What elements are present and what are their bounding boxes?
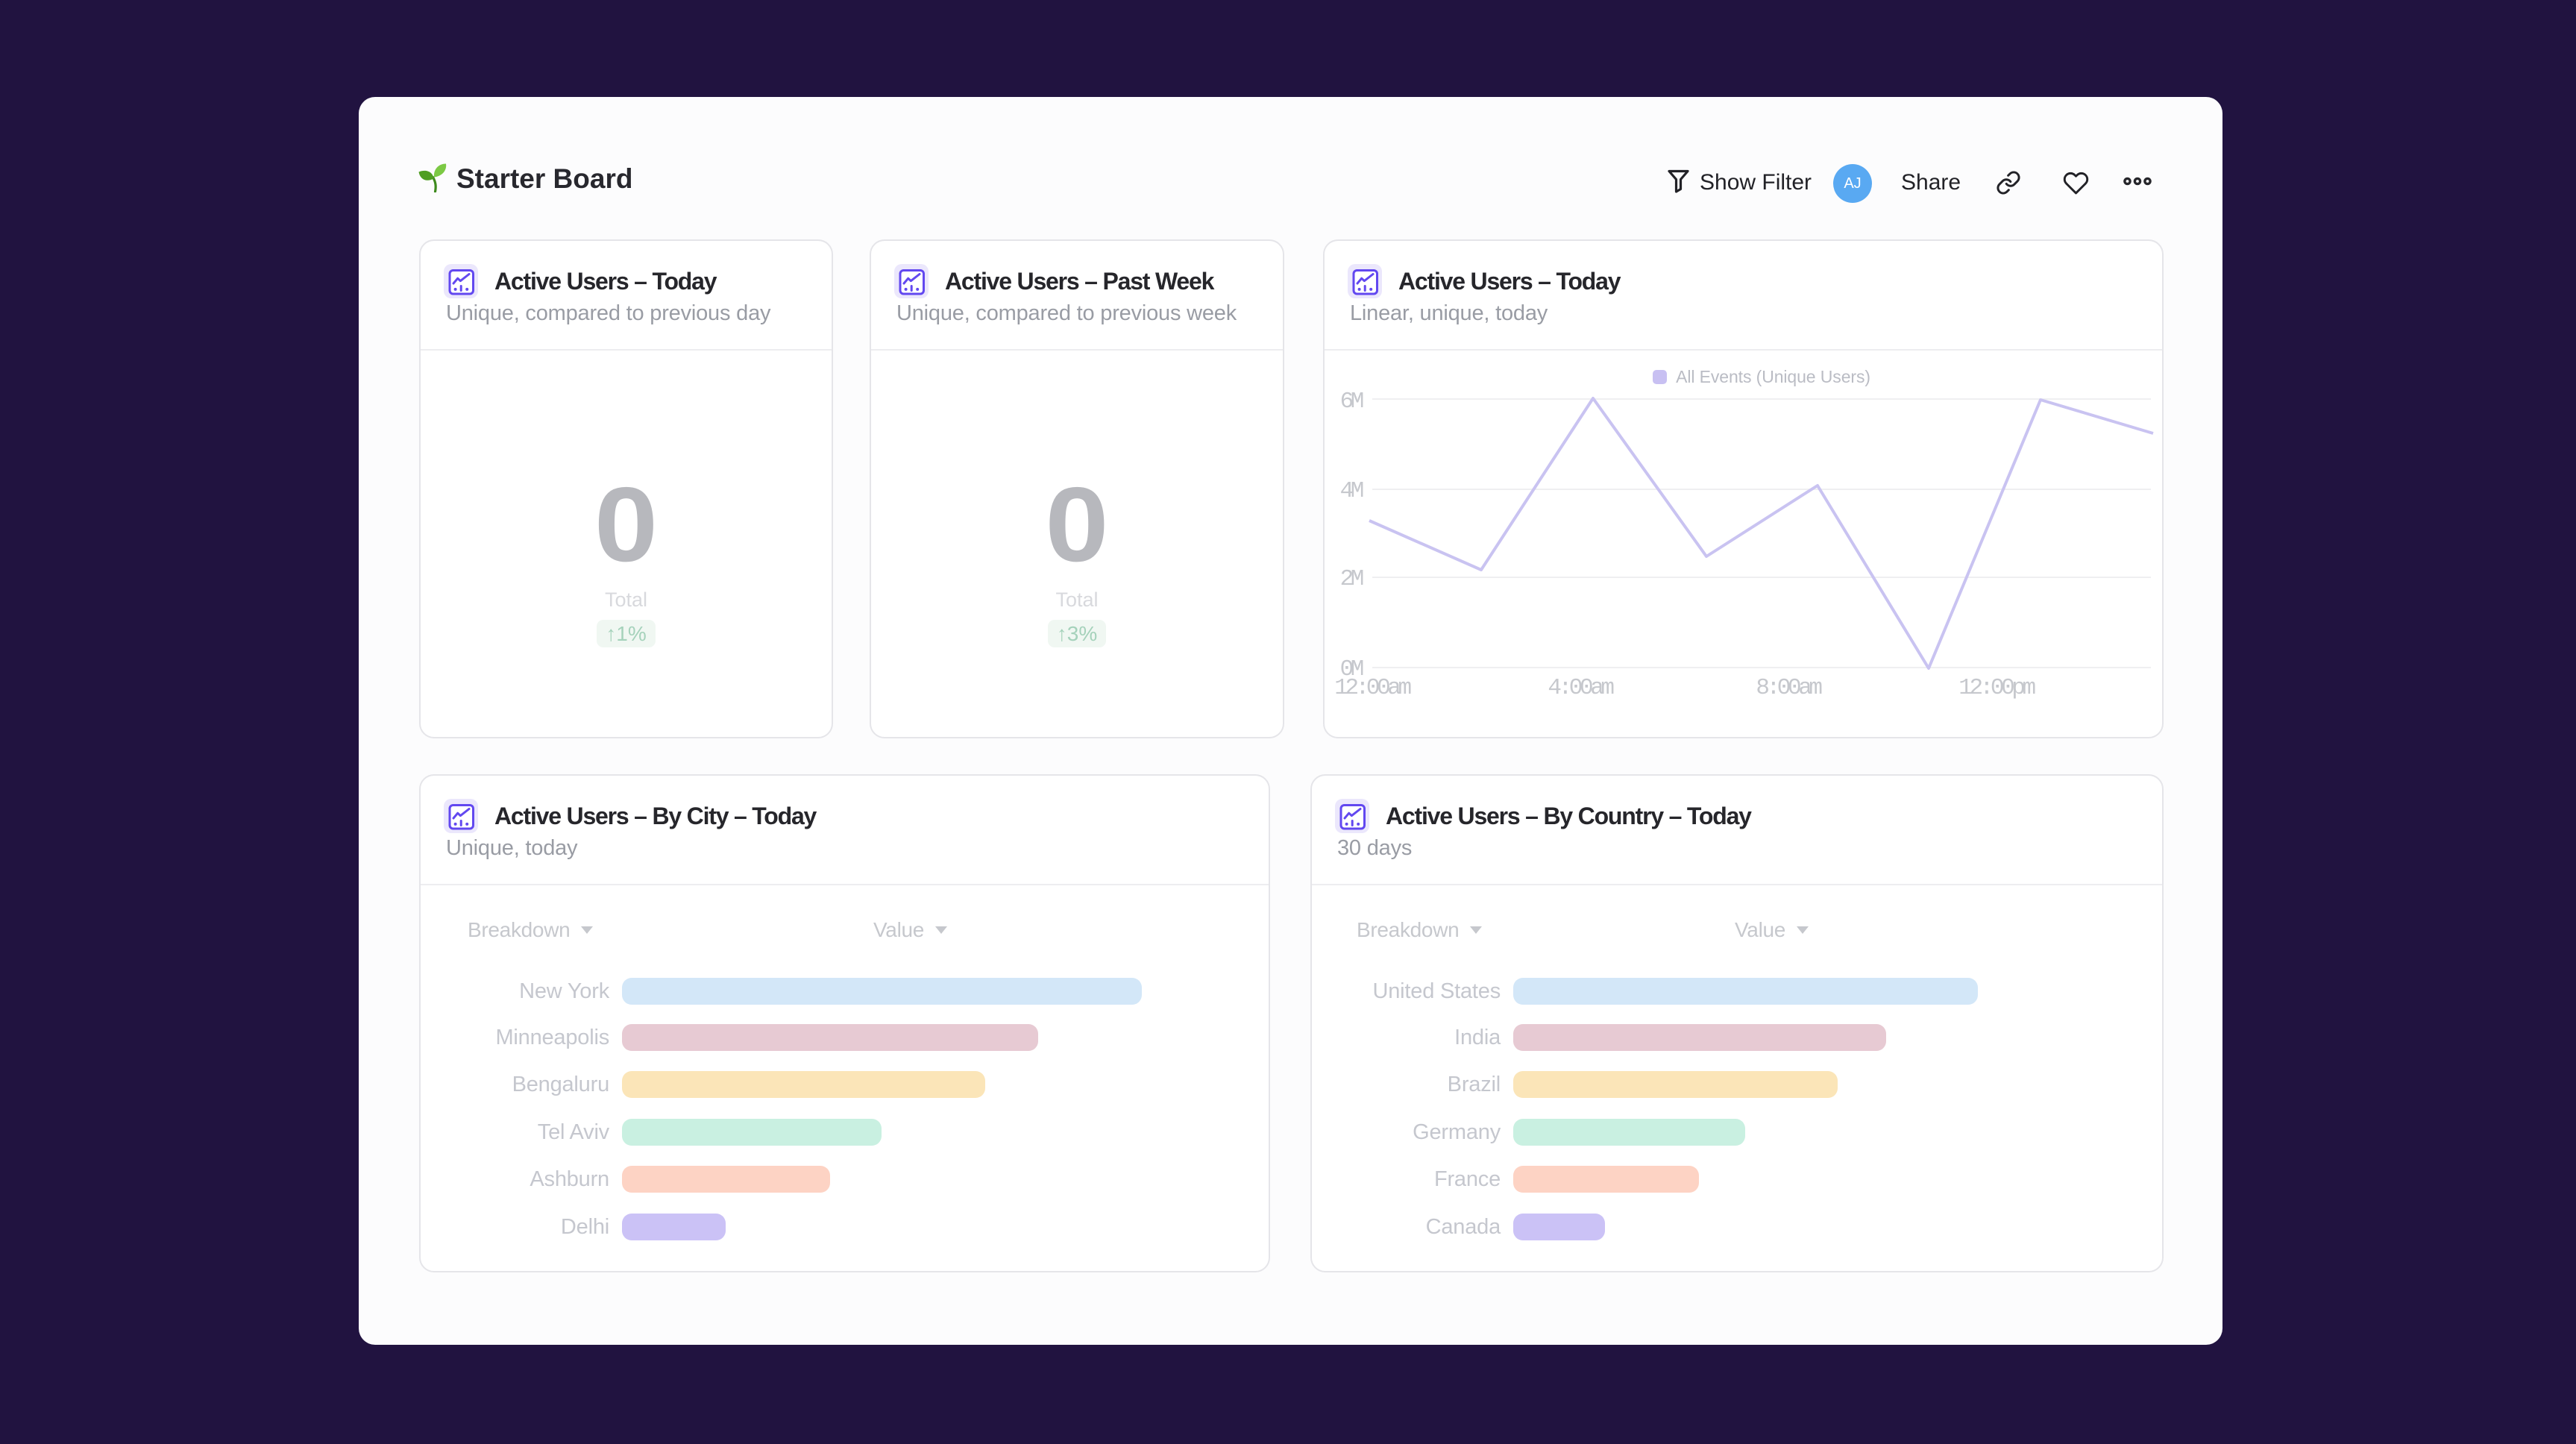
svg-text:4:00am: 4:00am — [1548, 675, 1614, 701]
svg-text:12:00pm: 12:00pm — [1958, 675, 2035, 701]
svg-text:6M: 6M — [1340, 389, 1363, 415]
svg-text:12:00am: 12:00am — [1334, 675, 1411, 701]
svg-text:2M: 2M — [1340, 566, 1363, 592]
svg-text:4M: 4M — [1340, 478, 1363, 504]
svg-text:8:00am: 8:00am — [1756, 675, 1822, 701]
